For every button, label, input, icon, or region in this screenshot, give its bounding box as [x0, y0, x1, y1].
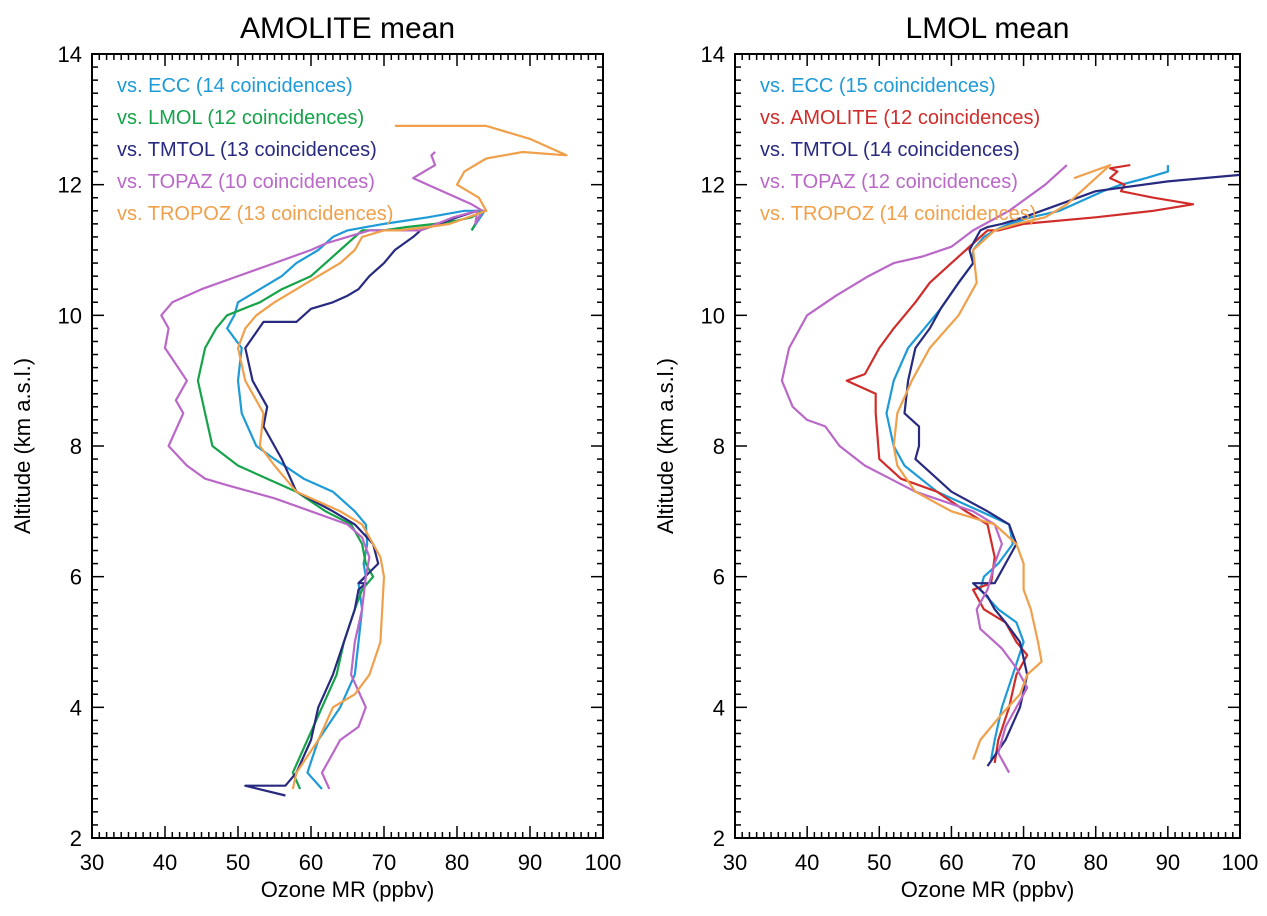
y-tick-label: 4 — [713, 695, 725, 720]
legend-entry: vs. TMTOL (13 coincidences) — [117, 139, 377, 161]
series-line-4 — [780, 164, 1068, 774]
x-tick-label: 40 — [153, 850, 177, 875]
x-tick-label: 40 — [795, 850, 819, 875]
y-axis-label: Altitude (km a.s.l.) — [653, 358, 678, 534]
series-line-3 — [244, 209, 478, 797]
x-tick-label: 60 — [939, 850, 963, 875]
legend-entry: vs. ECC (14 coincidences) — [117, 75, 353, 97]
x-tick-label: 30 — [80, 850, 104, 875]
chart-title: LMOL mean — [906, 12, 1070, 45]
legend-entry: vs. TOPAZ (10 coincidences) — [117, 171, 375, 193]
y-tick-label: 14 — [58, 42, 82, 67]
y-tick-label: 12 — [58, 173, 82, 198]
series-line-2 — [845, 164, 1195, 764]
legend-entry: vs. TOPAZ (12 coincidences) — [760, 171, 1018, 193]
y-tick-label: 10 — [701, 303, 725, 328]
x-tick-label: 100 — [585, 850, 622, 875]
legend-entry: vs. TROPOZ (13 coincidences) — [117, 203, 393, 225]
legend-entry: vs. TROPOZ (14 coincidences) — [760, 203, 1036, 225]
series-line-1 — [885, 165, 1170, 760]
chart-title: AMOLITE mean — [240, 12, 455, 45]
series-line-5 — [236, 124, 568, 790]
chart-panel-1: 30 40 50 60 70 80 90 100 2 4 6 8 10 12 14 AMOLITE mean O… — [10, 12, 621, 902]
x-axis-label: Ozone MR (ppbv) — [901, 877, 1075, 902]
y-tick-label: 2 — [713, 826, 725, 851]
x-tick-label: 80 — [1083, 850, 1107, 875]
x-tick-label: 50 — [867, 850, 891, 875]
y-tick-label: 8 — [70, 434, 82, 459]
y-tick-label: 2 — [70, 826, 82, 851]
x-tick-label: 90 — [1156, 850, 1180, 875]
x-tick-label: 90 — [518, 850, 542, 875]
series-line-3 — [903, 173, 1241, 767]
x-tick-label: 70 — [1011, 850, 1035, 875]
y-tick-label: 14 — [701, 42, 725, 67]
x-tick-label: 30 — [723, 850, 747, 875]
y-tick-label: 10 — [58, 303, 82, 328]
chart-panel-2: 30 40 50 60 70 80 90 100 2 4 6 8 10 12 14 LMOL mean Ozon… — [653, 12, 1258, 902]
x-tick-label: 50 — [226, 850, 250, 875]
legend-entry: vs. TMTOL (14 coincidences) — [760, 139, 1020, 161]
y-tick-label: 12 — [701, 173, 725, 198]
y-tick-label: 6 — [713, 565, 725, 590]
legend-entry: vs. AMOLITE (12 coincidences) — [760, 107, 1040, 129]
y-tick-label: 8 — [713, 434, 725, 459]
series-line-5 — [892, 164, 1112, 760]
series-line-4 — [160, 151, 484, 790]
y-axis-label: Altitude (km a.s.l.) — [10, 358, 35, 534]
y-tick-label: 6 — [70, 565, 82, 590]
x-tick-label: 100 — [1222, 850, 1259, 875]
legend-entry: vs. LMOL (12 coincidences) — [117, 107, 364, 129]
legend-entry: vs. ECC (15 coincidences) — [760, 75, 996, 97]
x-tick-label: 70 — [372, 850, 396, 875]
x-tick-label: 80 — [445, 850, 469, 875]
x-axis-label: Ozone MR (ppbv) — [261, 877, 435, 902]
y-tick-label: 4 — [70, 695, 82, 720]
x-tick-label: 60 — [299, 850, 323, 875]
